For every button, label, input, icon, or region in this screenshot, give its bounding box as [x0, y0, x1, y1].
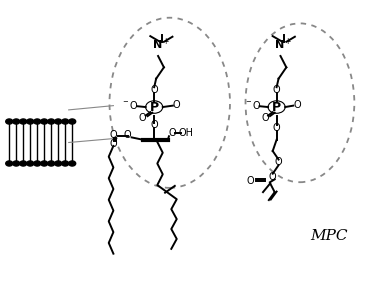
Circle shape: [62, 161, 69, 166]
Text: O: O: [172, 100, 180, 110]
Text: O: O: [110, 131, 117, 141]
Text: O: O: [247, 176, 254, 186]
Text: O: O: [293, 100, 301, 110]
Text: N$^+$: N$^+$: [274, 37, 292, 52]
Text: O: O: [269, 172, 277, 182]
Circle shape: [13, 161, 20, 166]
Circle shape: [41, 161, 48, 166]
Text: P: P: [150, 101, 159, 113]
Text: O: O: [168, 129, 176, 139]
Text: N$^+$: N$^+$: [152, 37, 170, 52]
Text: O: O: [139, 113, 146, 123]
Text: O: O: [275, 157, 282, 167]
Text: OH: OH: [178, 129, 193, 139]
Text: O: O: [124, 131, 131, 141]
Text: O: O: [110, 139, 117, 149]
Circle shape: [34, 161, 41, 166]
Text: O: O: [151, 121, 158, 131]
Circle shape: [20, 119, 27, 124]
Circle shape: [34, 119, 41, 124]
Circle shape: [27, 119, 34, 124]
Text: MPC: MPC: [310, 229, 348, 243]
Circle shape: [48, 161, 55, 166]
Circle shape: [69, 161, 76, 166]
Circle shape: [6, 161, 13, 166]
Circle shape: [13, 119, 20, 124]
Circle shape: [20, 161, 27, 166]
Text: O: O: [273, 123, 280, 133]
Circle shape: [55, 161, 62, 166]
Circle shape: [62, 119, 69, 124]
Circle shape: [48, 119, 55, 124]
Circle shape: [41, 119, 48, 124]
Text: $^-$O: $^-$O: [121, 99, 139, 111]
Text: $^-$O: $^-$O: [244, 99, 261, 111]
Text: O: O: [273, 85, 280, 95]
Circle shape: [69, 119, 76, 124]
Text: P: P: [272, 101, 281, 113]
Text: O: O: [261, 113, 269, 123]
Circle shape: [27, 161, 34, 166]
Circle shape: [55, 119, 62, 124]
Text: O: O: [151, 85, 158, 95]
Circle shape: [6, 119, 13, 124]
